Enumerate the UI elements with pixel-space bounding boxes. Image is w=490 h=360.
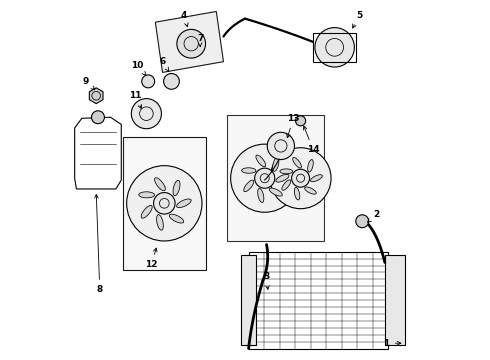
Circle shape xyxy=(231,144,299,212)
Circle shape xyxy=(142,75,155,88)
Ellipse shape xyxy=(242,168,256,173)
Ellipse shape xyxy=(280,169,293,174)
Circle shape xyxy=(260,173,270,183)
Ellipse shape xyxy=(176,199,191,208)
Circle shape xyxy=(255,168,275,188)
Ellipse shape xyxy=(141,206,152,218)
Circle shape xyxy=(356,215,368,228)
Circle shape xyxy=(270,148,331,209)
Text: 11: 11 xyxy=(129,91,142,108)
Ellipse shape xyxy=(154,178,165,191)
Ellipse shape xyxy=(282,180,291,190)
Ellipse shape xyxy=(170,214,184,223)
Text: 9: 9 xyxy=(82,77,95,90)
Circle shape xyxy=(315,28,354,67)
Bar xyxy=(385,255,405,345)
Bar xyxy=(313,33,356,62)
Text: 10: 10 xyxy=(131,61,146,75)
Circle shape xyxy=(164,73,179,89)
Circle shape xyxy=(153,193,175,214)
Ellipse shape xyxy=(173,180,180,196)
Ellipse shape xyxy=(293,157,301,168)
Ellipse shape xyxy=(256,155,266,167)
Ellipse shape xyxy=(305,187,317,194)
Text: 8: 8 xyxy=(95,194,103,294)
Circle shape xyxy=(292,169,310,187)
Ellipse shape xyxy=(258,189,264,202)
Text: 1: 1 xyxy=(384,339,401,348)
Polygon shape xyxy=(89,88,103,104)
Text: 4: 4 xyxy=(181,10,188,27)
Ellipse shape xyxy=(311,175,322,182)
Circle shape xyxy=(126,166,202,241)
Ellipse shape xyxy=(139,192,154,198)
Text: 3: 3 xyxy=(264,272,270,289)
Text: 2: 2 xyxy=(368,210,379,222)
Ellipse shape xyxy=(308,159,313,172)
Text: 7: 7 xyxy=(197,34,203,46)
Text: 5: 5 xyxy=(353,10,363,28)
Polygon shape xyxy=(227,116,324,241)
Circle shape xyxy=(92,111,104,124)
Text: 14: 14 xyxy=(303,126,319,154)
Ellipse shape xyxy=(272,157,279,171)
Bar xyxy=(242,255,256,345)
Text: 12: 12 xyxy=(146,248,158,269)
Ellipse shape xyxy=(269,188,282,196)
Circle shape xyxy=(296,174,305,183)
Circle shape xyxy=(177,30,205,58)
Circle shape xyxy=(267,132,294,159)
Ellipse shape xyxy=(276,174,289,182)
Circle shape xyxy=(295,116,306,126)
Bar xyxy=(248,252,389,348)
Text: 6: 6 xyxy=(159,57,169,71)
Polygon shape xyxy=(123,137,205,270)
Ellipse shape xyxy=(157,215,163,230)
Circle shape xyxy=(131,99,161,129)
Text: 13: 13 xyxy=(287,114,300,138)
Polygon shape xyxy=(155,12,223,72)
Ellipse shape xyxy=(294,188,300,200)
Circle shape xyxy=(159,198,170,209)
Ellipse shape xyxy=(244,180,254,192)
